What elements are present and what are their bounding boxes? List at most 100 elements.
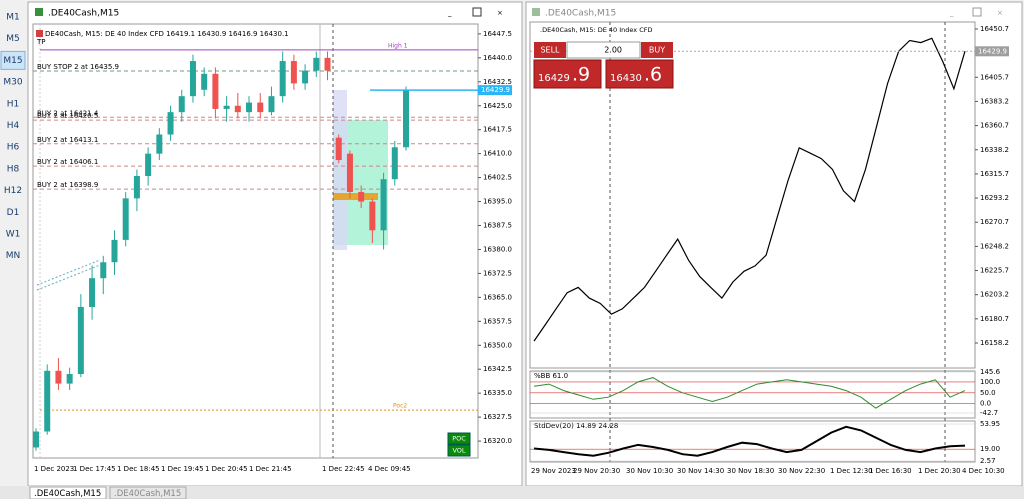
y-tick-label: 16417.5 — [483, 126, 512, 134]
x-tick-label: 30 Nov 10:30 — [626, 467, 673, 475]
candle-body — [189, 61, 196, 97]
bid-main: 16429 — [538, 73, 570, 84]
indicator-button[interactable] — [447, 444, 471, 457]
y-tick-label: -42.7 — [980, 409, 998, 417]
candle-body — [44, 370, 51, 432]
candle-body — [122, 198, 129, 240]
candle-body — [77, 306, 84, 375]
timeframe-label: H8 — [7, 164, 20, 174]
y-tick-label: 16380.0 — [483, 245, 512, 253]
current-price-label: 16429.9 — [978, 47, 1007, 55]
x-tick-label: 4 Dec 10:30 — [962, 467, 1005, 475]
candle-body — [358, 191, 365, 202]
x-tick-label: 1 Dec 19:45 — [161, 465, 204, 473]
y-tick-label: 16410.0 — [483, 150, 512, 158]
y-tick-label: 16320.0 — [483, 437, 512, 445]
y-tick-label: 16357.5 — [483, 317, 512, 325]
candle-body — [66, 374, 73, 384]
candle-body — [223, 105, 230, 109]
buy-button[interactable] — [641, 42, 673, 58]
current-price-bg — [478, 85, 512, 96]
timeframe-button[interactable]: M15 — [0, 50, 26, 70]
minimize[interactable]: _ — [447, 9, 452, 17]
timeframe-button[interactable]: H4 — [1, 116, 25, 135]
left-title-bar — [29, 3, 521, 22]
timeframe-button[interactable]: D1 — [1, 203, 25, 222]
price-line — [533, 37, 966, 342]
y-tick-label: 16360.7 — [980, 122, 1009, 130]
close[interactable]: × — [497, 9, 503, 17]
x-tick-label: 29 Nov 20:30 — [573, 467, 620, 475]
indicator-button[interactable] — [447, 432, 471, 445]
timeframe-bg — [1, 181, 25, 200]
maximize[interactable] — [972, 7, 982, 17]
x-tick-label: 30 Nov 18:30 — [727, 467, 774, 475]
x-tick-label: 30 Nov 22:30 — [778, 467, 825, 475]
window-title: .DE40Cash,M15 — [48, 9, 119, 19]
y-tick-label: 16365.0 — [483, 293, 512, 301]
candle-body — [178, 96, 185, 113]
left-plot — [32, 23, 479, 459]
minimize[interactable]: _ — [949, 9, 954, 17]
candle-body — [156, 134, 163, 154]
chart-info: .DE40Cash, M15: DE 40 Index CFD — [540, 26, 653, 34]
bid-fraction: .9 — [572, 64, 590, 86]
poc-label: Poc2 — [393, 403, 407, 410]
x-tick-label: 1 Dec 20:45 — [205, 465, 248, 473]
timeframe-button[interactable]: M1 — [1, 8, 25, 26]
timeframe-button[interactable]: H1 — [1, 94, 25, 113]
tab[interactable] — [109, 486, 187, 499]
timeframe-button[interactable]: H8 — [1, 159, 25, 178]
timeframe-button[interactable]: W1 — [1, 225, 25, 243]
candle-body — [346, 153, 353, 192]
x-tick-label: 1 Dec 20:30 — [918, 467, 961, 475]
left-marks: High 1 Poc2 BUY STOP 2 at 16435.9 BUY 2 at … — [33, 42, 478, 451]
timeframe-label: H1 — [7, 99, 20, 109]
timeframe-button[interactable]: H12 — [1, 181, 25, 200]
candle-body — [380, 179, 387, 231]
close[interactable]: × — [997, 9, 1003, 17]
candle-body — [212, 73, 219, 109]
timeframe-label: M30 — [3, 78, 22, 88]
y-tick-label: 16293.2 — [980, 194, 1009, 202]
order-label: BUY 2 at 16398.9 — [37, 181, 98, 189]
y-tick-label: 16405.7 — [980, 73, 1009, 81]
candle-body — [234, 105, 241, 113]
y-tick-label: 16402.5 — [483, 174, 512, 182]
candle-body — [167, 112, 174, 135]
timeframe-button[interactable]: M5 — [1, 29, 25, 48]
timeframe-button[interactable]: M30 — [1, 73, 25, 92]
order-label: BUY 2 at 16413.1 — [37, 136, 98, 144]
candle-body — [145, 153, 152, 177]
x-tick-label: 1 Dec 16:30 — [869, 467, 912, 475]
candle-body — [257, 102, 264, 113]
bid-box — [533, 59, 602, 89]
buy-label: BUY — [649, 46, 665, 55]
candle-body — [335, 137, 342, 161]
y-tick-label: 16350.0 — [483, 341, 512, 349]
trend-line — [36, 259, 101, 286]
x-tick-label: 30 Nov 14:30 — [677, 467, 724, 475]
timeframe-button[interactable]: MN — [1, 246, 25, 265]
y-tick-label: 16270.7 — [980, 218, 1009, 226]
y-tick-label: 16335.0 — [483, 389, 512, 397]
timeframe-label: M1 — [6, 13, 20, 23]
y-tick-label: 16425.0 — [483, 102, 512, 110]
button-label: POC — [452, 435, 466, 443]
sell-button[interactable] — [534, 42, 566, 58]
y-tick-label: 16180.7 — [980, 315, 1009, 323]
y-tick-label: 16450.7 — [980, 25, 1009, 33]
tab-strip — [0, 486, 1024, 499]
timeframe-button[interactable]: H6 — [1, 138, 25, 157]
maximize[interactable] — [472, 7, 482, 17]
tab-label: .DE40Cash,M15 — [34, 489, 101, 499]
timeframe-bg — [1, 203, 25, 222]
y-tick-label: 16372.5 — [483, 269, 512, 277]
tab[interactable] — [29, 486, 107, 499]
candle-body — [100, 262, 107, 279]
candle-body — [313, 57, 320, 71]
tp-label: TP — [36, 38, 46, 46]
timeframe-bg — [1, 138, 25, 157]
timeframe-bg — [1, 8, 25, 26]
candle-body — [403, 89, 409, 148]
